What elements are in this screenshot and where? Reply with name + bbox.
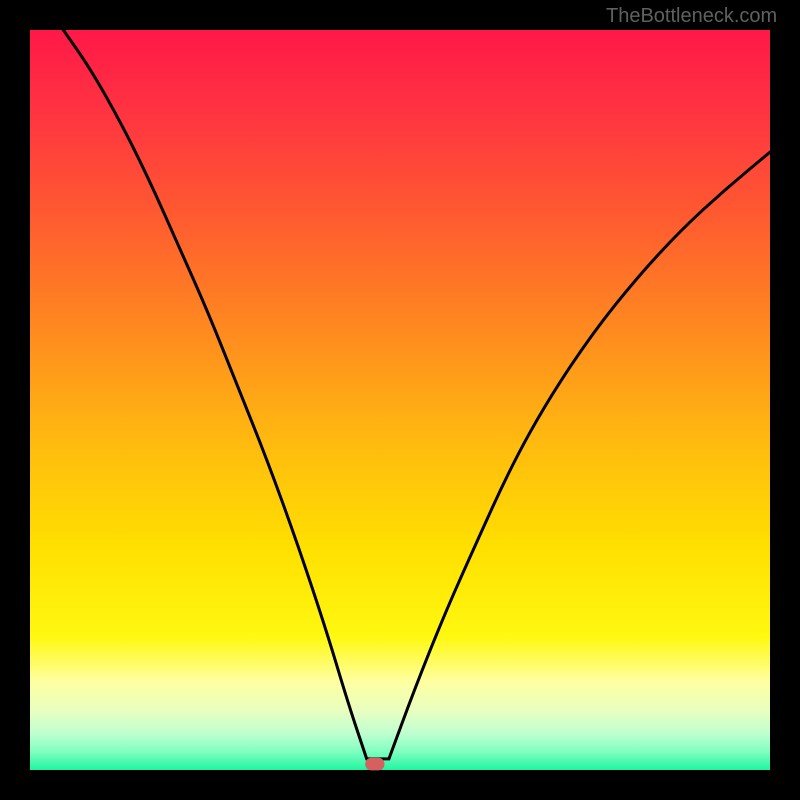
watermark-text: TheBottleneck.com: [606, 5, 777, 28]
chart-svg: [0, 0, 800, 800]
minimum-marker: [365, 758, 384, 771]
plot-area: [30, 30, 770, 770]
chart-container: TheBottleneck.com: [0, 0, 800, 800]
